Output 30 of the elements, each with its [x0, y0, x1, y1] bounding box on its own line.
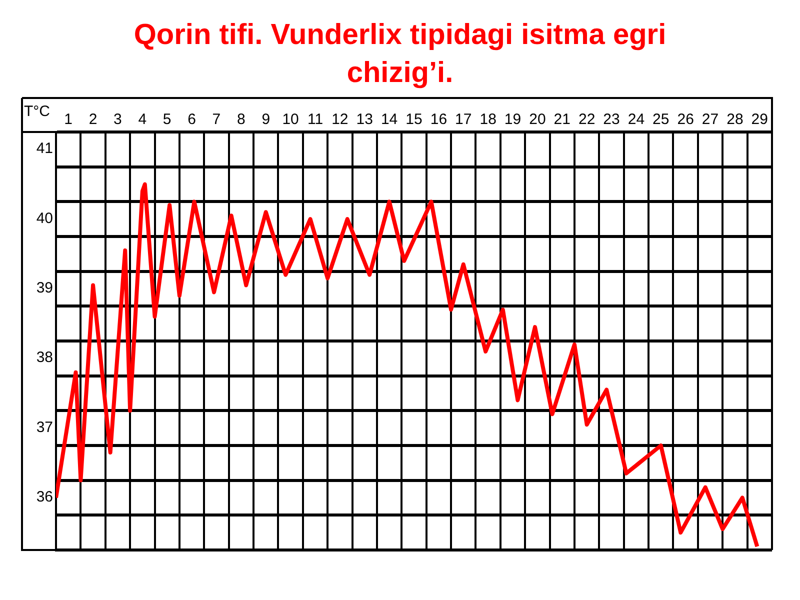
x-tick-label: 26: [677, 111, 694, 128]
chart-title: Qorin tifi. Vunderlix tipidagi isitma egri chizig’i.: [132, 18, 668, 91]
x-tick-label: 13: [356, 111, 373, 128]
x-tick-label: 10: [282, 111, 299, 128]
x-tick-label: 22: [578, 111, 596, 128]
x-tick-label: 25: [652, 111, 670, 128]
x-tick-label: 4: [138, 111, 147, 128]
x-tick-label: 23: [603, 111, 620, 128]
x-tick-label: 8: [237, 111, 246, 128]
x-tick-label: 16: [430, 111, 448, 128]
x-tick-label: 7: [212, 111, 221, 128]
x-tick-label: 3: [114, 111, 122, 128]
x-tick-label: 12: [332, 111, 348, 128]
x-tick-label: 18: [480, 111, 496, 128]
x-tick-label: 20: [529, 111, 546, 128]
x-tick-label: 17: [455, 111, 472, 128]
x-tick-label: 11: [307, 111, 324, 128]
x-tick-label: 29: [751, 111, 768, 128]
x-tick-label: 5: [162, 111, 172, 128]
x-tick-label: 19: [504, 111, 522, 128]
x-tick-label: 9: [262, 111, 270, 128]
x-tick-label: 24: [628, 111, 645, 128]
x-tick-label: 21: [554, 111, 570, 128]
x-tick-label: 15: [406, 111, 422, 128]
x-tick-label: 6: [188, 111, 196, 128]
x-tick-label: 28: [726, 111, 744, 128]
x-tick-label: 1: [64, 111, 73, 128]
x-tick-label: 2: [88, 111, 98, 128]
x-tick-label: 14: [380, 111, 398, 128]
x-tick-label: 27: [702, 111, 719, 128]
